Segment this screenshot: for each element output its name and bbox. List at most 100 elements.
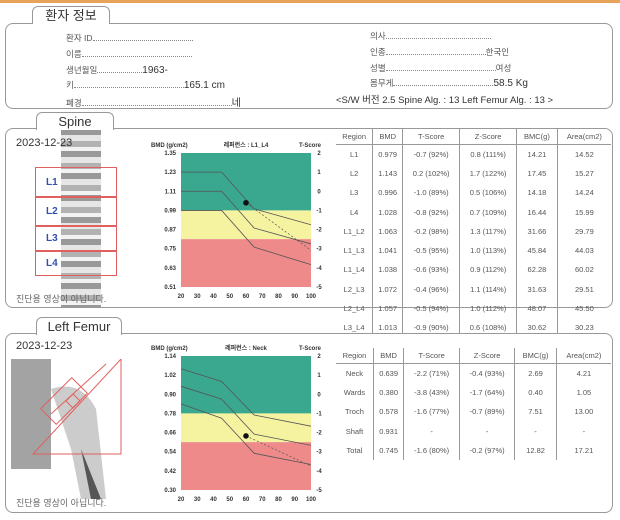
table-cell: 4.21: [555, 363, 611, 383]
table-cell: -0.7 (92%): [402, 144, 460, 164]
table-cell: L2_L3: [343, 284, 365, 294]
label: 의사: [370, 31, 386, 41]
table-cell: Wards: [343, 387, 366, 397]
chart-title: 레퍼런스 : Neck: [225, 344, 267, 352]
label: L1: [46, 176, 58, 188]
table-cell: Troch: [345, 407, 364, 417]
y-tick-label: 0.30: [164, 488, 176, 494]
femur-bmd-chart: 1.14 1.02 0.90 0.78 0.66 0.54 0.42 0.30 2 1 0 -1 -2 -…: [151, 344, 322, 503]
table-row: L2_L3 1.072 -0.4 (96%) 1.1 (114%) 31.63 29.51: [336, 279, 611, 299]
y-tick-label: 0.90: [164, 392, 176, 398]
femur-date: 2023-12-23: [16, 340, 73, 352]
label: 생년월일: [66, 65, 98, 75]
x-tick-label: 20: [178, 497, 185, 503]
table-cell: 0.9 (112%): [459, 260, 517, 280]
x-tick-label: 80: [275, 294, 282, 300]
table-cell: 1.1 (114%): [459, 279, 517, 299]
value: 여성: [495, 63, 512, 73]
table-cell: 48.07: [516, 298, 558, 319]
value: 165.1 cm: [183, 80, 225, 91]
t-score-tick-label: 0: [317, 392, 321, 398]
table-row: L1 0.979 -0.7 (92%) 0.8 (111%) 14.21 14.52: [336, 144, 611, 164]
table-cell: Shaft: [345, 426, 364, 436]
spine-tab: Spine: [36, 112, 114, 130]
table-cell: 0.639: [372, 363, 404, 383]
table-cell: 31.63: [516, 279, 558, 299]
x-tick-label: 60: [243, 497, 250, 503]
reference-line-upper: [180, 368, 312, 427]
table-row: L1_L2 1.063 -0.2 (98%) 1.3 (117%) 31.66 29.79: [336, 221, 611, 241]
label: L2: [46, 206, 58, 217]
table-cell: L4: [349, 207, 359, 217]
table-cell: -: [514, 421, 557, 441]
spine-panel: 2023-12-23 L1 L2 L3 L4 진단용 영상이 아닙니다. 1.3…: [5, 128, 613, 338]
table-row: Shaft 0.931- - - -: [336, 421, 611, 441]
info-weight: 몸무게 58.5 Kg: [370, 77, 528, 89]
header-strip: [0, 0, 620, 3]
spine-results-table: Region BMD T-Score Z-Score BMC(g) Area(cm2) L1…: [336, 129, 611, 338]
y-tick-label: 0.51: [164, 285, 176, 291]
value: 58.5 Kg: [493, 78, 528, 89]
reference-line-mean: [181, 190, 312, 245]
table-cell: -1.7 (64%): [458, 382, 515, 403]
table-cell: 0.996: [372, 183, 403, 203]
label: L4: [46, 258, 58, 269]
patient-point: [243, 433, 249, 439]
table-cell: L3: [349, 188, 359, 198]
table-cell: -0.9 (90%): [402, 318, 460, 338]
table-row: Troch 0.578 -1.6 (77%) -0.7 (89%) 7.51 13.00: [336, 402, 611, 422]
table-cell: L1_L2: [343, 226, 365, 236]
table-cell: 13.00: [555, 402, 611, 422]
table-row: Total 0.745 -1.6 (80%) -0.2 (97%) 12.82 17.21: [336, 440, 611, 460]
y-tick-label: 1.11: [165, 189, 177, 195]
x-tick-label: 50: [226, 294, 233, 300]
info-patient-id: 환자 ID: [66, 32, 193, 44]
reference-line-lower: [180, 403, 312, 465]
column-header: Area(cm2): [556, 129, 611, 145]
patient-info-panel: 환자 ID 이름 생년월일 1963- 키 165.1 cm 폐경 네 의사 인종 한국…: [5, 23, 613, 109]
x-tick-label: 100: [306, 497, 317, 503]
zone-band: [181, 356, 311, 414]
table-cell: -1.6 (80%): [403, 440, 460, 460]
table-cell: 0.380: [372, 382, 404, 403]
t-score-tick-label: -3: [316, 450, 322, 456]
table-cell: -: [555, 421, 611, 441]
table-cell: -0.6 (93%): [402, 260, 460, 280]
femur-results-table: Region BMD T-Score Z-Score BMC(g) Area(cm2) Ne…: [336, 348, 611, 460]
table-cell: 15.99: [556, 202, 611, 222]
table-cell: 62.28: [516, 260, 558, 280]
table-cell: -0.5 (95%): [402, 240, 460, 261]
y-tick-label: 0.66: [164, 431, 176, 437]
table-cell: 1.0 (113%): [459, 240, 517, 261]
t-score-tick-label: -5: [316, 488, 322, 494]
table-cell: -0.4 (93%): [458, 363, 515, 383]
label: 폐경: [66, 98, 82, 108]
table-cell: 1.143: [372, 163, 403, 184]
table-cell: 60.02: [556, 260, 611, 280]
table-cell: -0.5 (94%): [402, 298, 460, 319]
x-tick-label: 40: [210, 294, 217, 300]
table-cell: 0.578: [372, 402, 404, 422]
table-cell: Total: [346, 445, 363, 455]
label: 성별: [370, 63, 386, 73]
table-cell: L1: [349, 149, 359, 159]
zone-band: [181, 442, 311, 490]
zone-band: [181, 239, 311, 287]
table-row: L2 1.143 0.2 (102%) 1.7 (122%) 17.45 15.27: [336, 163, 611, 184]
x-tick-label: 100: [306, 294, 317, 300]
column-header: Region: [336, 348, 374, 364]
info-menopause: 폐경 네: [66, 94, 241, 109]
table-cell: L2: [349, 168, 359, 178]
y-tick-label: 0.99: [164, 208, 176, 214]
femur-panel: 2023-12-23 진단용 영상이 아닙니다. 1.14 1.02 0.90 0.7…: [5, 333, 613, 513]
table-cell: 0.979: [372, 144, 403, 164]
t-score-tick-label: -1: [316, 411, 322, 417]
spine-bmd-chart: 1.35 1.23 1.11 0.99 0.87 0.75 0.63 0.51 2 1 0 -1 -2 -…: [151, 141, 322, 300]
reference-line-upper: [181, 171, 312, 226]
table-row: L3 0.996 -1.0 (89%) 0.5 (106%) 14.18 14.24: [336, 183, 611, 203]
y-tick-label: 1.23: [164, 170, 176, 176]
label: 환자 ID: [66, 33, 93, 43]
column-header: T-Score: [403, 348, 460, 364]
table-cell: 1.7 (122%): [459, 163, 517, 184]
table-row: L1_L3 1.041 -0.5 (95%) 1.0 (113%) 45.84 44.03: [336, 240, 611, 261]
